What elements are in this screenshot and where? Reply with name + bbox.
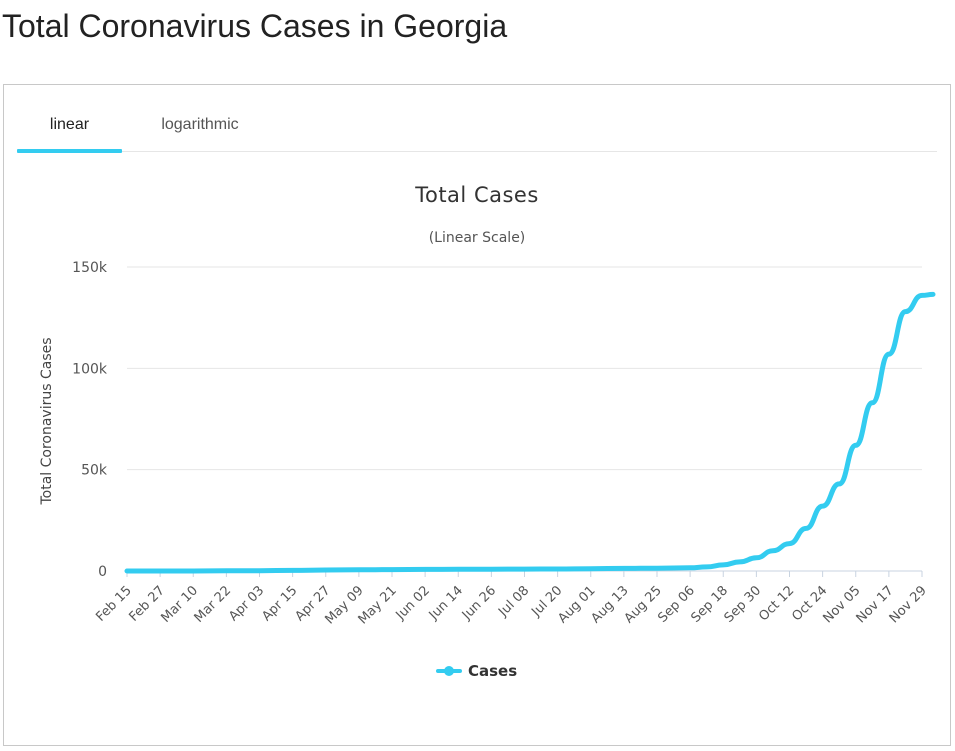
page-title: Total Coronavirus Cases in Georgia	[2, 8, 508, 44]
x-tick-label: Aug 25	[622, 583, 665, 626]
x-tick-label: Jul 08	[495, 583, 532, 620]
x-tick-label: Jun 14	[426, 583, 466, 623]
series-group	[124, 291, 936, 574]
y-tick-label: 150k	[72, 260, 108, 276]
x-tick-label: Jun 02	[393, 583, 433, 623]
x-tick-label: Nov 29	[887, 583, 930, 626]
x-tick-label: Apr 03	[226, 583, 267, 624]
y-tick-label: 50k	[81, 463, 108, 479]
tab-linear-label: linear	[49, 116, 90, 133]
legend-label-cases: Cases	[468, 662, 517, 680]
y-tick-label: 0	[98, 564, 107, 580]
grid-lines	[127, 266, 922, 572]
chart-title: Total Cases	[414, 183, 539, 207]
x-tick-label: Jun 26	[459, 583, 499, 623]
x-tick-label: Sep 30	[722, 583, 765, 626]
x-tick-label: Feb 15	[93, 583, 135, 625]
y-tick-label: 100k	[72, 361, 108, 377]
y-axis-label: Total Coronavirus Cases	[39, 337, 55, 505]
chart-subtitle: (Linear Scale)	[429, 230, 526, 246]
line-chart: Total Cases (Linear Scale) Total Coronav…	[39, 183, 936, 680]
chart-panel: linear logarithmic Total Cases (Linear S…	[3, 84, 951, 746]
x-tick-label: Apr 15	[259, 583, 300, 624]
scale-tabs: linear logarithmic	[17, 101, 937, 153]
legend-swatch-marker	[444, 666, 454, 676]
tab-linear[interactable]: linear	[17, 101, 122, 153]
legend[interactable]: Cases	[436, 662, 517, 680]
tab-logarithmic-label: logarithmic	[161, 116, 239, 133]
x-tick-label: Mar 22	[192, 583, 235, 626]
x-tick-label: Oct 12	[756, 583, 797, 624]
y-axis-ticks: 0 50k 100k 150k	[72, 260, 108, 580]
tab-logarithmic[interactable]: logarithmic	[145, 101, 255, 151]
series-line-cases[interactable]	[124, 291, 936, 574]
tab-active-indicator	[17, 149, 122, 153]
